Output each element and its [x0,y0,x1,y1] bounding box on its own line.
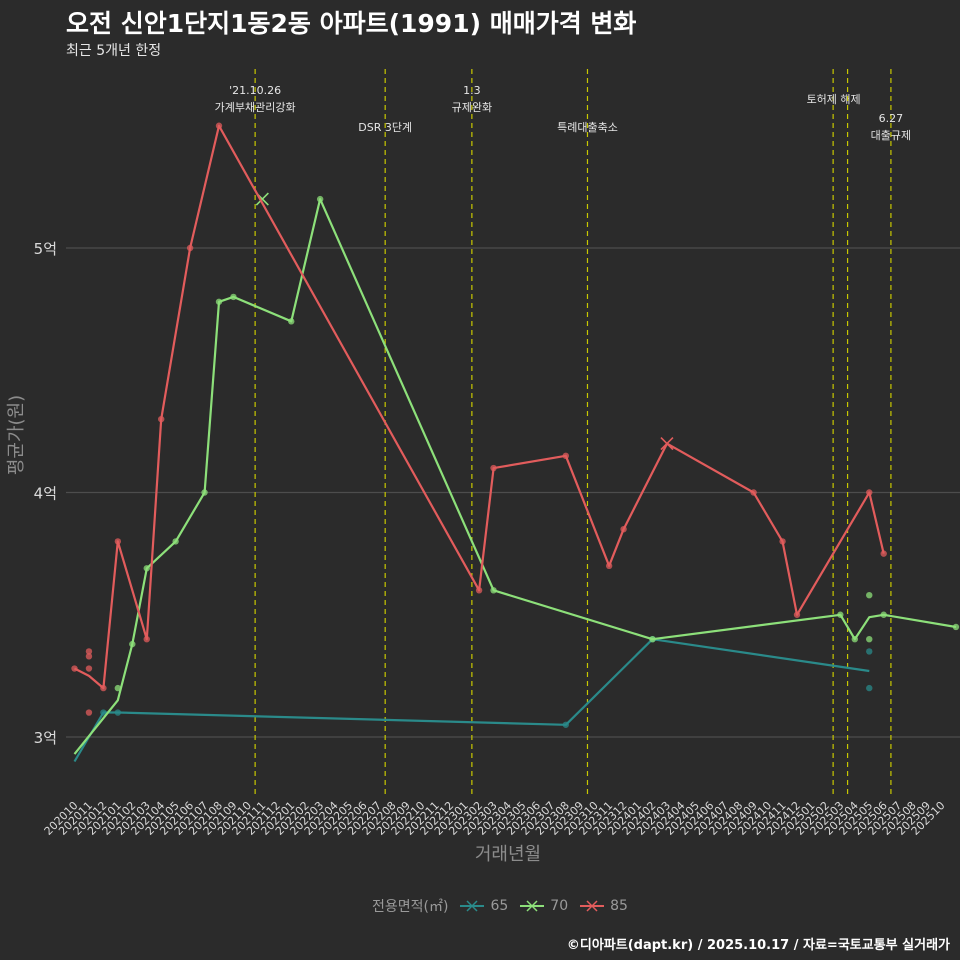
legend-label-70: 70 [550,898,569,914]
legend-label-85: 85 [610,898,628,914]
event-label: 가계부채관리강화 [215,101,296,114]
data-point-65 [866,684,873,692]
data-point-85 [866,489,873,496]
event-label: 대출규제 [871,129,911,142]
legend-item-85: 85 [580,898,628,914]
footer-credit: ©디아파트(dapt.kr) / 2025.10.17 / 자료=국토교통부 실… [566,938,950,953]
data-point-85 [475,587,483,594]
data-point-70 [866,591,873,599]
event-label: 토허제 해제 [807,92,861,106]
legend: 전용면적(㎡) 65 70 85 [372,896,628,916]
data-point-85 [85,709,93,716]
data-point-85 [114,538,122,545]
data-point-85 [750,489,757,496]
data-point-85 [100,684,107,692]
legend-key-65-icon [460,900,485,912]
event-label: 규제완화 [452,101,492,114]
data-point-85 [490,464,497,472]
data-point-70 [129,640,136,648]
cancelled-point-85 [660,437,674,451]
data-point-65 [562,721,569,728]
data-point-85 [158,415,165,423]
legend-item-70: 70 [520,898,568,914]
data-point-70 [952,623,960,631]
data-point-65 [866,648,873,655]
chart-title: 오전 신안1단지1동2동 아파트(1991) 매매가격 변화 [66,9,637,38]
data-point-85 [85,648,93,655]
data-point-65 [114,709,122,716]
legend-label-65: 65 [490,898,509,914]
data-point-70 [230,293,237,301]
data-point-70 [851,636,858,643]
y-tick-label: 4억 [34,485,57,503]
y-tick-label: 3억 [34,729,57,747]
data-point-85 [605,562,613,570]
data-point-85 [620,525,627,533]
data-point-85 [779,538,786,545]
series-line-70 [73,198,957,755]
data-point-70 [143,565,150,572]
data-point-70 [201,489,208,496]
data-point-85 [186,244,194,252]
data-point-70 [172,538,179,545]
data-point-70 [880,611,887,618]
data-point-85 [793,611,801,618]
x-axis-label: 거래년월 [475,844,541,865]
series-line-65 [73,638,870,763]
legend-item-65: 65 [460,898,508,914]
event-label: DSR 3단계 [358,121,412,134]
data-point-85 [143,636,150,643]
legend-title: 전용면적(㎡) [372,899,449,915]
data-point-85 [880,550,887,557]
data-point-65 [100,709,107,716]
data-point-85 [85,653,93,660]
data-point-70 [288,318,295,325]
data-point-70 [837,611,844,618]
y-tick-label: 5억 [34,240,57,258]
data-point-70 [215,298,223,305]
data-point-70 [490,587,497,594]
y-axis-label: 평균가(원) [6,395,27,475]
series-line-85 [73,124,885,690]
legend-key-85-icon [580,900,605,912]
chart-subtitle: 최근 5개년 한정 [66,43,162,59]
data-point-70 [114,684,122,692]
data-point-70 [316,195,324,203]
data-point-70 [866,636,873,643]
event-label: 1.3 [463,84,481,97]
legend-key-70-icon [520,900,545,912]
data-point-85 [562,452,569,460]
data-point-85 [71,665,78,672]
data-point-85 [215,122,223,129]
data-point-70 [649,636,656,643]
event-label: '21.10.26 [229,84,281,97]
event-label: 6.27 [879,112,904,125]
data-point-85 [85,665,93,672]
event-label: 특례대출축소 [557,121,618,134]
